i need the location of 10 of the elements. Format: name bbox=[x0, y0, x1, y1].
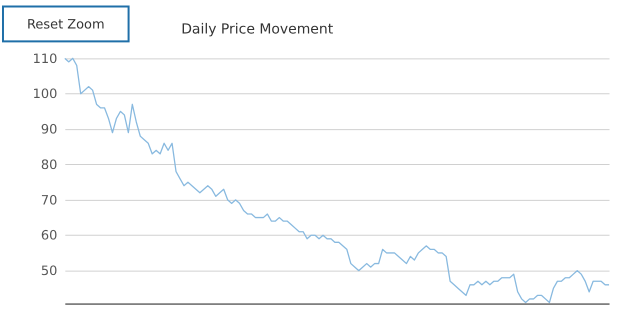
y-tick-label: 60 bbox=[40, 228, 58, 244]
y-tick-label: 80 bbox=[40, 158, 58, 173]
text: Reset Zoom bbox=[27, 17, 105, 32]
y-tick-label: 100 bbox=[32, 87, 58, 102]
y-tick-label: 70 bbox=[40, 193, 58, 208]
y-tick-label: 50 bbox=[40, 264, 58, 280]
chart-title: Daily Price Movement bbox=[181, 21, 334, 38]
y-tick-label: 110 bbox=[32, 52, 58, 67]
line-series bbox=[64, 58, 610, 304]
y-tick-label: 90 bbox=[40, 122, 58, 138]
